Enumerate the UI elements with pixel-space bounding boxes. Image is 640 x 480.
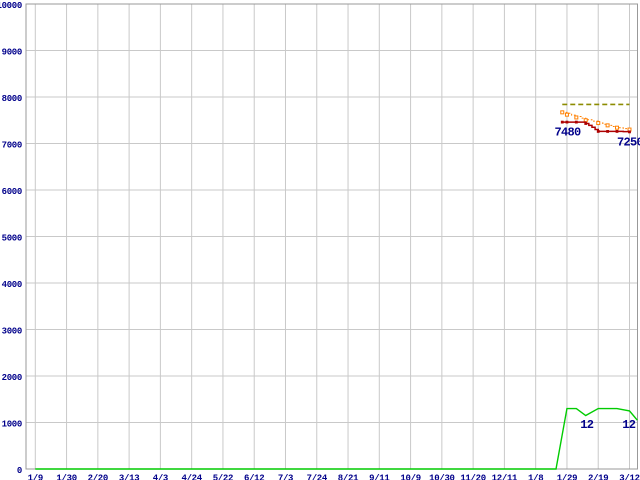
svg-text:9000: 9000 <box>2 47 22 57</box>
svg-text:2/20: 2/20 <box>88 474 108 480</box>
svg-text:6000: 6000 <box>2 187 22 197</box>
svg-text:10/30: 10/30 <box>429 474 455 480</box>
svg-text:7250: 7250 <box>617 135 640 149</box>
svg-text:10000: 10000 <box>0 1 22 11</box>
svg-text:1000: 1000 <box>2 419 22 429</box>
svg-text:1/8: 1/8 <box>528 474 543 480</box>
svg-text:3/13: 3/13 <box>119 474 139 480</box>
svg-text:12: 12 <box>622 418 636 432</box>
svg-text:4/24: 4/24 <box>181 474 202 480</box>
svg-text:2/19: 2/19 <box>588 474 608 480</box>
svg-text:4/3: 4/3 <box>153 474 168 480</box>
svg-text:5000: 5000 <box>2 233 22 243</box>
svg-text:6/12: 6/12 <box>244 474 264 480</box>
svg-text:12: 12 <box>580 418 594 432</box>
svg-text:0: 0 <box>17 466 22 476</box>
svg-text:1/30: 1/30 <box>56 474 76 480</box>
svg-text:2000: 2000 <box>2 373 22 383</box>
svg-text:4000: 4000 <box>2 280 22 290</box>
svg-text:8/21: 8/21 <box>338 474 359 480</box>
svg-text:3/12: 3/12 <box>619 474 639 480</box>
svg-text:7/3: 7/3 <box>278 474 293 480</box>
svg-text:8000: 8000 <box>2 94 22 104</box>
svg-text:7480: 7480 <box>554 126 581 140</box>
svg-text:1/29: 1/29 <box>557 474 577 480</box>
svg-text:12/11: 12/11 <box>492 474 518 480</box>
svg-text:7000: 7000 <box>2 140 22 150</box>
svg-text:1/9: 1/9 <box>28 474 43 480</box>
svg-text:5/22: 5/22 <box>213 474 233 480</box>
svg-text:10/9: 10/9 <box>400 474 420 480</box>
svg-text:9/11: 9/11 <box>369 474 390 480</box>
svg-text:3000: 3000 <box>2 326 22 336</box>
svg-text:11/20: 11/20 <box>460 474 486 480</box>
svg-text:7/24: 7/24 <box>307 474 328 480</box>
